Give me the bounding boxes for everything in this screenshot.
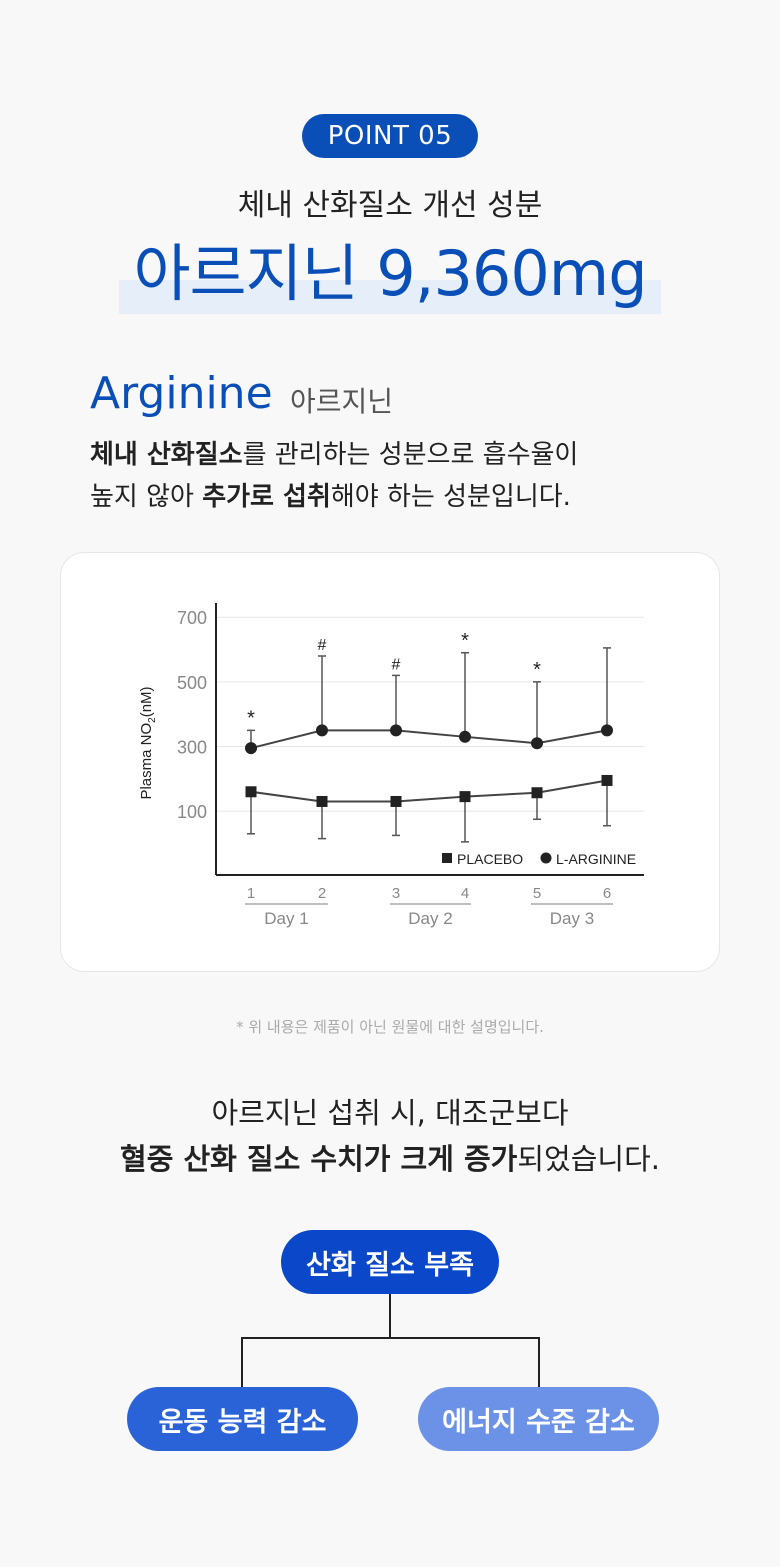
flow-node-exercise-decline: 운동 능력 감소: [127, 1387, 358, 1451]
flow-node-energy-decline: 에너지 수준 감소: [418, 1387, 659, 1451]
legend-marker-placebo: [442, 853, 452, 863]
y-tick-label: 100: [177, 802, 207, 822]
significance-marker: #: [392, 656, 401, 673]
data-point: [390, 795, 402, 807]
flow-connector-right: [538, 1337, 540, 1387]
data-point: [531, 737, 543, 750]
ingredient-title-kr: 아르지닌: [290, 385, 394, 418]
x-tick-label: 3: [392, 885, 400, 902]
hero-highlight: [119, 280, 661, 314]
data-point: [531, 787, 543, 799]
significance-marker: #: [318, 637, 327, 654]
legend-marker-arginine: [540, 852, 552, 864]
data-point: [390, 724, 402, 737]
series-line: [250, 779, 608, 803]
x-tick-label: 1: [247, 885, 255, 902]
legend-label-arginine: L-ARGININE: [556, 851, 636, 867]
summary-rest: 되었습니다.: [517, 1142, 660, 1176]
data-point: [245, 742, 257, 755]
day-group-label: Day 1: [264, 909, 308, 928]
description-bold-1: 체내 산화질소: [90, 440, 243, 470]
point-badge: POINT 05: [302, 114, 478, 158]
description-line-1: 체내 산화질소를 관리하는 성분으로 흡수율이: [90, 434, 730, 471]
ingredient-title-en: Arginine: [90, 368, 273, 419]
data-point: [316, 724, 328, 737]
day-group-label: Day 3: [550, 909, 594, 928]
hero-title: 아르지닌 9,360mg: [133, 237, 647, 310]
data-point: [601, 774, 613, 786]
description-text-2a: 높지 않아: [90, 482, 203, 512]
description-bold-2: 추가로 섭취: [202, 482, 331, 512]
summary-bold: 혈중 산화 질소 수치가 크게 증가: [120, 1142, 518, 1176]
flow-node-no-deficiency: 산화 질소 부족: [281, 1230, 499, 1294]
flow-connector-horizontal: [241, 1337, 540, 1339]
legend-label-placebo: PLACEBO: [457, 851, 523, 867]
y-tick-label: 500: [177, 673, 207, 693]
hero-block: 아르지닌 9,360mg: [0, 232, 780, 322]
y-tick-label: 700: [177, 608, 207, 628]
chart-card: 100 300 500 700 Plasma NO2(nM) 1 2 3 4 5 6 Day 1 Day…: [60, 552, 720, 972]
description-text-1: 를 관리하는 성분으로 흡수율이: [242, 440, 579, 470]
y-axis-label: Plasma NO2(nM): [138, 686, 158, 799]
footnote: * 위 내용은 제품이 아닌 원물에 대한 설명입니다.: [236, 1018, 544, 1036]
significance-marker: *: [247, 707, 255, 729]
data-point: [316, 795, 328, 807]
no2-chart: 100 300 500 700 Plasma NO2(nM) 1 2 3 4 5 6 Day 1 Day…: [138, 603, 644, 928]
x-tick-label: 5: [533, 885, 541, 902]
description-text-2b: 해야 하는 성분입니다.: [330, 482, 571, 512]
flow-connector-vertical: [389, 1294, 391, 1338]
data-point: [459, 791, 471, 803]
summary-line-2: 혈중 산화 질소 수치가 크게 증가되었습니다.: [0, 1136, 780, 1178]
summary-line-1: 아르지닌 섭취 시, 대조군보다: [211, 1096, 569, 1130]
flow-connector-left: [241, 1337, 243, 1387]
significance-marker: *: [461, 630, 469, 652]
x-tick-label: 6: [603, 885, 611, 902]
y-tick-label: 300: [177, 738, 207, 758]
description-line-2: 높지 않아 추가로 섭취해야 하는 성분입니다.: [90, 476, 730, 513]
significance-marker: *: [533, 659, 541, 681]
data-point: [601, 724, 613, 737]
day-group-label: Day 2: [408, 909, 452, 928]
data-point: [459, 730, 471, 743]
x-tick-label: 2: [318, 885, 326, 902]
series-line: [250, 729, 608, 750]
section-subtitle: 체내 산화질소 개선 성분: [237, 188, 543, 223]
data-point: [245, 786, 257, 798]
x-tick-label: 4: [461, 885, 469, 902]
